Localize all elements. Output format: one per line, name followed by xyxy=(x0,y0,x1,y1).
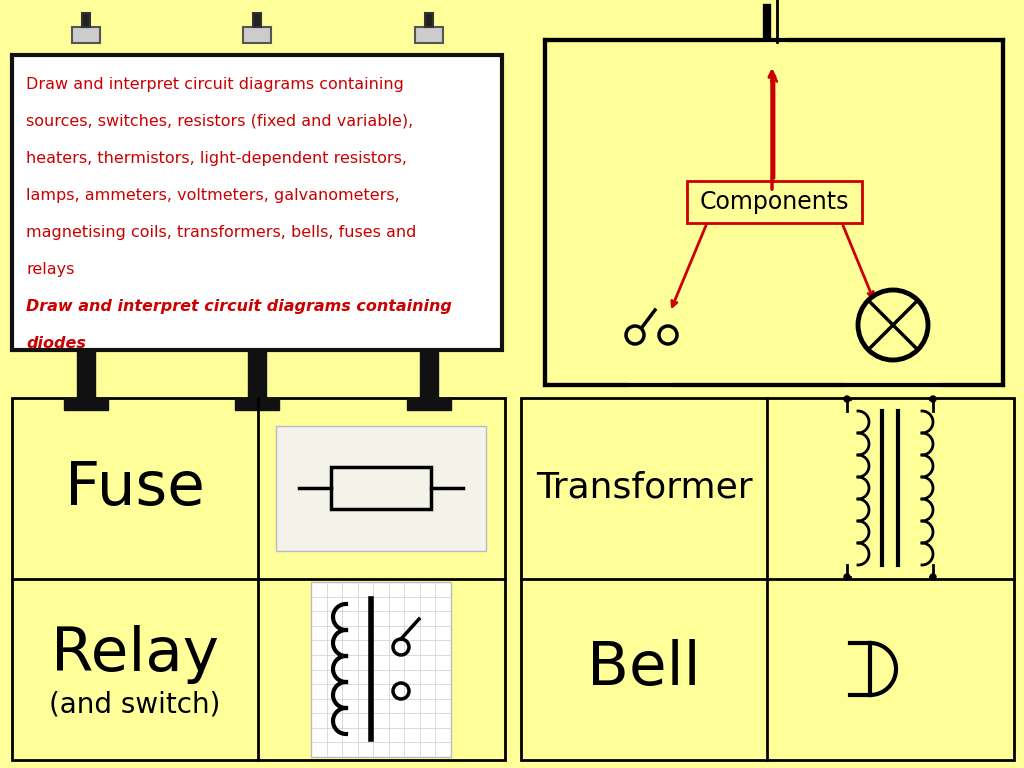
Text: (and switch): (and switch) xyxy=(49,691,221,719)
Circle shape xyxy=(930,396,936,402)
Bar xyxy=(687,181,862,223)
Bar xyxy=(72,27,99,43)
Bar xyxy=(331,467,431,509)
Bar xyxy=(82,13,89,27)
Bar xyxy=(12,55,502,350)
Text: Fuse: Fuse xyxy=(66,458,205,518)
Bar xyxy=(521,398,1014,760)
Text: Draw and interpret circuit diagrams containing: Draw and interpret circuit diagrams cont… xyxy=(26,77,403,92)
Text: heaters, thermistors, light-dependent resistors,: heaters, thermistors, light-dependent re… xyxy=(26,151,407,166)
Text: Components: Components xyxy=(699,190,849,214)
Bar xyxy=(63,398,108,410)
Bar xyxy=(234,398,279,410)
Text: diodes: diodes xyxy=(26,336,86,351)
Bar xyxy=(253,13,261,27)
Circle shape xyxy=(844,574,850,580)
Text: Relay: Relay xyxy=(51,625,219,684)
Text: sources, switches, resistors (fixed and variable),: sources, switches, resistors (fixed and … xyxy=(26,114,414,129)
Bar xyxy=(248,350,266,398)
Bar xyxy=(12,398,505,760)
Bar xyxy=(243,27,271,43)
Bar xyxy=(77,350,94,398)
Text: Bell: Bell xyxy=(587,640,700,699)
Bar xyxy=(545,40,1002,385)
Circle shape xyxy=(844,396,850,402)
Bar xyxy=(311,582,451,757)
Bar xyxy=(420,350,437,398)
Text: relays: relays xyxy=(26,262,75,277)
Bar xyxy=(276,426,486,551)
Text: Transformer: Transformer xyxy=(536,471,753,505)
Text: magnetising coils, transformers, bells, fuses and: magnetising coils, transformers, bells, … xyxy=(26,225,417,240)
Circle shape xyxy=(930,574,936,580)
Bar xyxy=(407,398,451,410)
Bar xyxy=(425,13,432,27)
Text: Draw and interpret circuit diagrams containing: Draw and interpret circuit diagrams cont… xyxy=(26,299,452,314)
Bar xyxy=(415,27,442,43)
Text: lamps, ammeters, voltmeters, galvanometers,: lamps, ammeters, voltmeters, galvanomete… xyxy=(26,188,399,203)
